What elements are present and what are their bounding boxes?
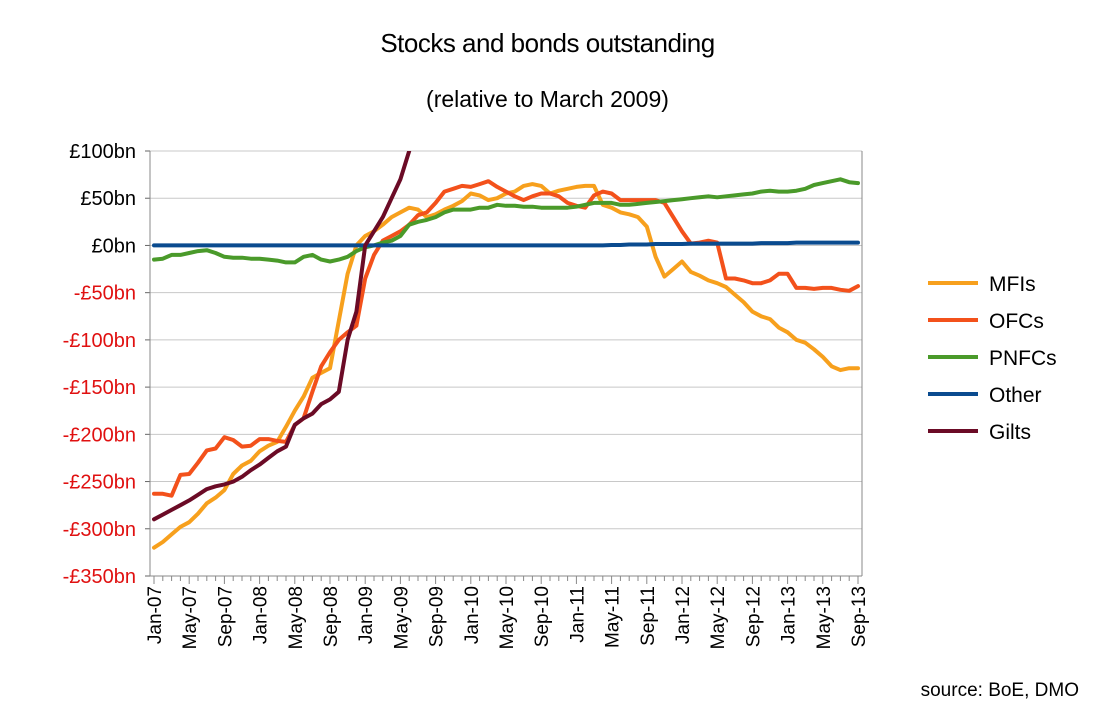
y-tick-label: -£300bn	[63, 519, 136, 541]
y-tick-label: £0bn	[92, 235, 137, 257]
x-tick-label: Sep-12	[743, 586, 764, 647]
legend-label-other: Other	[989, 384, 1042, 407]
series-line-ofcs	[152, 179, 860, 498]
y-tick-label: -£250bn	[63, 472, 136, 494]
x-tick-label: Sep-09	[427, 586, 448, 647]
y-tick-label: £100bn	[69, 141, 136, 163]
x-tick-label: Sep-10	[532, 586, 553, 647]
series-line-other	[152, 240, 860, 248]
x-tick-label: Sep-08	[321, 586, 342, 647]
series-line-pnfcs	[152, 177, 860, 265]
x-tick-label: Jan-10	[462, 586, 483, 644]
legend-label-ofcs: OFCs	[989, 310, 1044, 333]
source-note: source: BoE, DMO	[920, 680, 1079, 701]
x-tick-label: May-07	[180, 586, 201, 649]
legend-label-gilts: Gilts	[989, 421, 1031, 444]
legend: MFIs OFCs PNFCs Other Gilts	[928, 273, 1057, 444]
chart-title: Stocks and bonds outstanding	[380, 28, 715, 58]
chart-subtitle: (relative to March 2009)	[426, 86, 669, 112]
x-tick-label: Jan-08	[251, 586, 272, 644]
y-tick-label: -£150bn	[63, 377, 136, 399]
x-tick-label: May-09	[391, 586, 412, 649]
x-tick-label: Sep-13	[849, 586, 870, 647]
y-tick-label: -£350bn	[63, 566, 136, 588]
y-axis-tick-labels: £100bn £50bn £0bn -£50bn -£100bn -£150bn -£200…	[63, 141, 136, 588]
x-tick-label: May-08	[286, 586, 307, 649]
y-tick-label: £50bn	[80, 188, 136, 210]
y-tick-label: -£200bn	[63, 424, 136, 446]
x-tick-label: Sep-07	[215, 586, 236, 647]
x-axis-tick-labels: Jan-07 May-07 Sep-07 Jan-08 May-08 Sep-08 Jan-…	[145, 586, 870, 649]
x-tick-label: Jan-09	[356, 586, 377, 644]
x-tick-label: May-11	[603, 586, 624, 648]
y-tick-label: -£50bn	[74, 283, 136, 305]
series-line-mfis	[152, 182, 860, 550]
series-line-gilts	[152, 151, 412, 522]
y-tick-label: -£100bn	[63, 330, 136, 352]
legend-label-mfis: MFIs	[989, 273, 1036, 296]
x-tick-label: Jan-11	[567, 586, 588, 643]
x-tick-label: Jan-13	[779, 586, 800, 644]
axes	[149, 151, 863, 584]
gridlines	[145, 150, 862, 577]
x-tick-label: May-12	[708, 586, 729, 649]
legend-label-pnfcs: PNFCs	[989, 347, 1057, 370]
x-tick-label: Jan-07	[145, 586, 166, 644]
x-tick-label: May-10	[497, 586, 518, 649]
x-tick-label: May-13	[814, 586, 835, 649]
x-tick-label: Jan-12	[673, 586, 694, 644]
x-tick-label: Sep-11	[638, 586, 659, 646]
data-series	[152, 151, 860, 550]
